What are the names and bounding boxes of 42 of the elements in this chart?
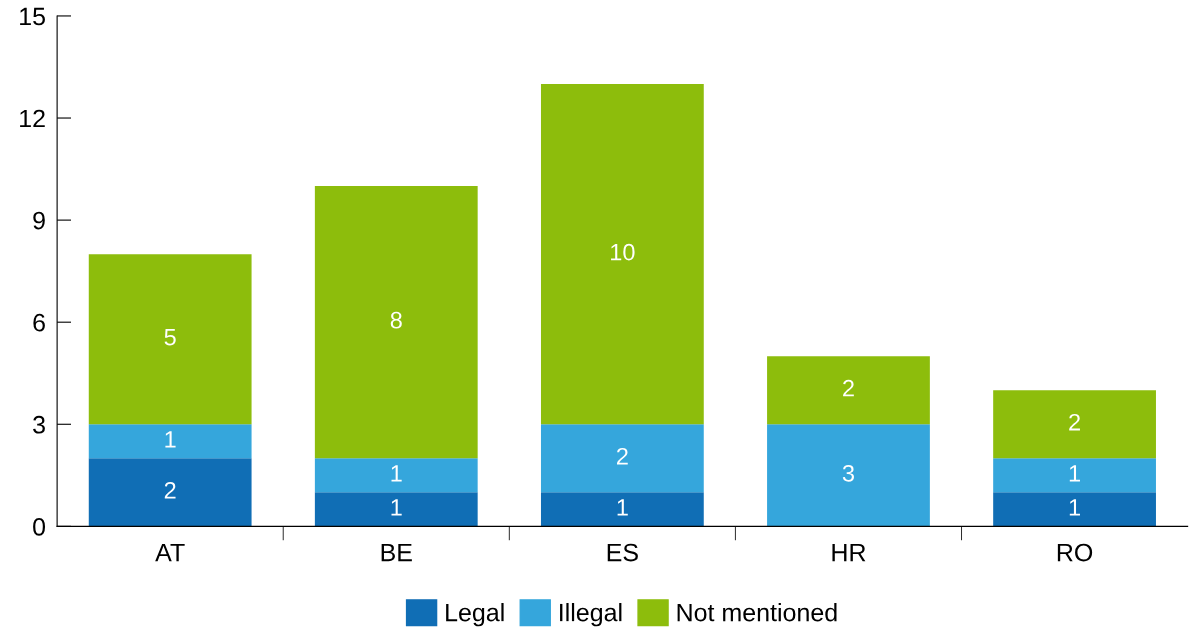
data-label: 1 (391, 499, 402, 516)
x-tick-label: RO (1057, 543, 1093, 562)
bar (314, 458, 478, 493)
x-tick-label: AT (155, 543, 185, 562)
y-tick-label: 9 (33, 211, 45, 230)
data-label: 1 (165, 431, 176, 448)
data-label: 2 (164, 481, 176, 499)
bar (88, 424, 252, 459)
bar (540, 492, 704, 527)
x-tick-label: HR (832, 543, 866, 562)
y-tick-label: 6 (33, 313, 45, 332)
bar (767, 356, 930, 425)
data-label: 2 (616, 447, 628, 465)
data-label: 1 (391, 465, 402, 482)
data-label: 2 (1069, 413, 1080, 431)
y-tick-label: 3 (33, 415, 45, 434)
bar (993, 390, 1156, 459)
legend-label: Legal (446, 603, 504, 627)
bar (88, 458, 252, 527)
legend-label: Not mentioned (677, 603, 837, 622)
bar (540, 424, 704, 493)
data-label: 10 (611, 243, 635, 261)
y-tick-label: 15 (20, 7, 45, 26)
bar (540, 84, 704, 425)
data-label: 1 (1069, 465, 1080, 482)
y-tick-label: 0 (33, 517, 46, 536)
y-tick-label: 12 (20, 109, 45, 128)
bar (993, 492, 1156, 527)
bar (993, 458, 1156, 493)
legend-label: Illegal (560, 603, 622, 627)
x-tick-label: ES (607, 543, 638, 562)
data-label: 3 (842, 464, 854, 482)
data-label: 2 (843, 379, 854, 397)
data-label: 8 (390, 311, 402, 329)
data-label: 1 (1069, 499, 1080, 516)
bar (88, 254, 252, 425)
bar (767, 424, 930, 527)
bar (314, 492, 478, 527)
x-tick-label: BE (381, 543, 412, 562)
bar (314, 186, 478, 459)
data-label: 5 (164, 329, 176, 346)
data-label: 1 (617, 499, 628, 516)
